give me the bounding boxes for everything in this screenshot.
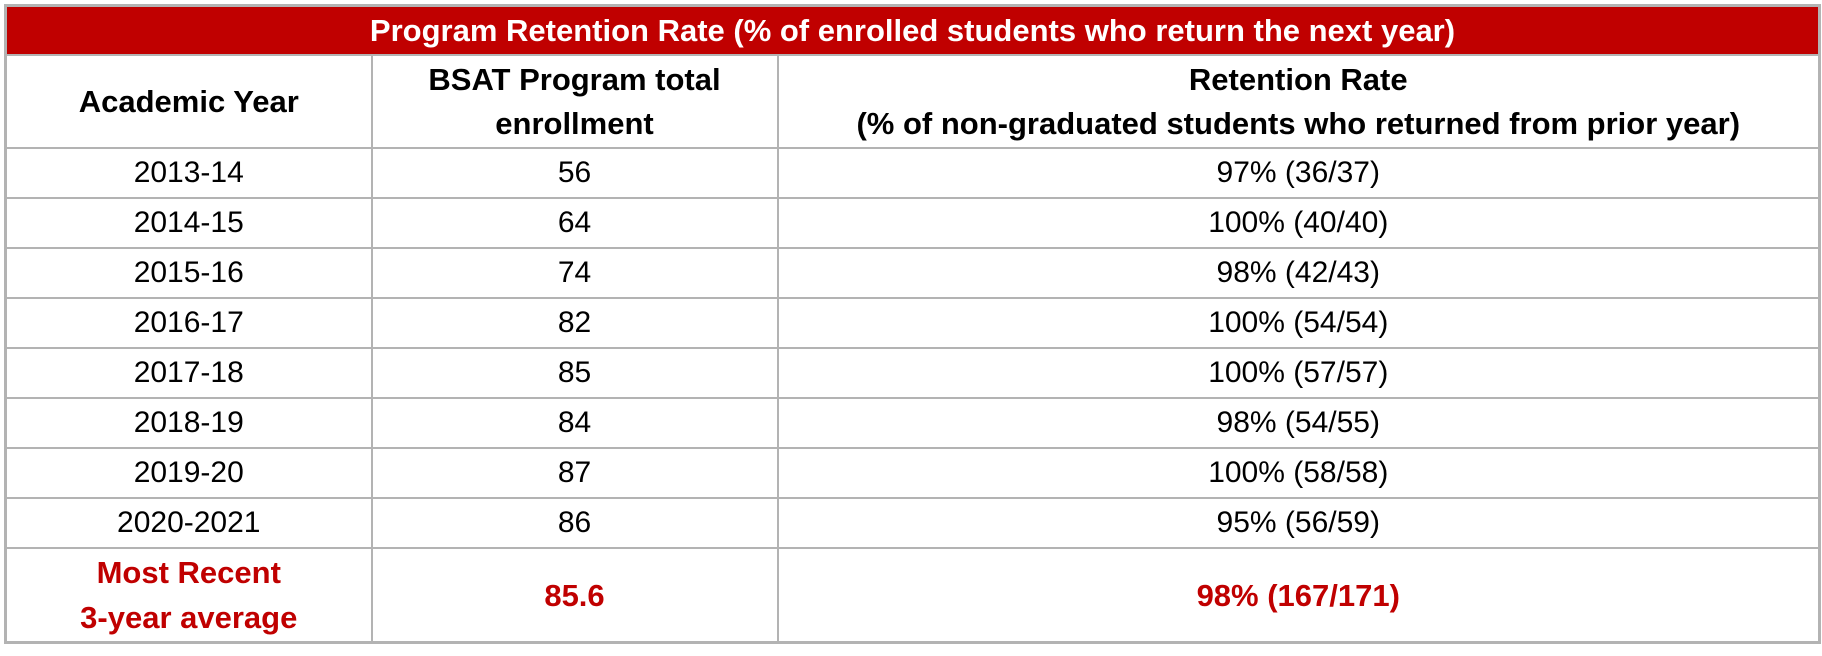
average-row: Most Recent 3-year average 85.6 98% (167… (4, 547, 1821, 644)
header-academic-year: Academic Year (4, 54, 373, 149)
header-retention-line2: (% of non-graduated students who returne… (856, 105, 1741, 141)
table-row: 2014-15 64 100% (40/40) (4, 197, 1821, 249)
cell-year: 2018-19 (4, 397, 373, 449)
retention-table: Program Retention Rate (% of enrolled st… (4, 4, 1821, 644)
header-enrollment: BSAT Program total enrollment (370, 54, 779, 149)
cell-enrollment: 85 (370, 347, 779, 399)
cell-year: 2013-14 (4, 147, 373, 199)
cell-enrollment: 74 (370, 247, 779, 299)
table-row: 2020-2021 86 95% (56/59) (4, 497, 1821, 549)
table-row: 2018-19 84 98% (54/55) (4, 397, 1821, 449)
average-label-line2: 3-year average (80, 600, 298, 635)
table-row: 2016-17 82 100% (54/54) (4, 297, 1821, 349)
cell-enrollment: 82 (370, 297, 779, 349)
cell-year: 2015-16 (4, 247, 373, 299)
retention-table-wrapper: Program Retention Rate (% of enrolled st… (4, 4, 1821, 644)
cell-retention: 98% (54/55) (776, 397, 1821, 449)
average-enrollment: 85.6 (370, 547, 779, 644)
cell-retention: 95% (56/59) (776, 497, 1821, 549)
cell-year: 2014-15 (4, 197, 373, 249)
cell-enrollment: 87 (370, 447, 779, 499)
cell-retention: 100% (57/57) (776, 347, 1821, 399)
cell-year: 2020-2021 (4, 497, 373, 549)
average-label-line1: Most Recent (96, 555, 281, 590)
average-retention: 98% (167/171) (776, 547, 1821, 644)
header-enrollment-line2: enrollment (495, 105, 654, 141)
table-row: 2015-16 74 98% (42/43) (4, 247, 1821, 299)
table-row: 2017-18 85 100% (57/57) (4, 347, 1821, 399)
header-row: Academic Year BSAT Program total enrollm… (4, 54, 1821, 149)
header-enrollment-line1: BSAT Program total (428, 61, 721, 97)
cell-retention: 100% (40/40) (776, 197, 1821, 249)
cell-year: 2016-17 (4, 297, 373, 349)
table-row: 2013-14 56 97% (36/37) (4, 147, 1821, 199)
header-retention-rate: Retention Rate (% of non-graduated stude… (776, 54, 1821, 149)
header-retention-line1: Retention Rate (1188, 61, 1408, 97)
cell-year: 2019-20 (4, 447, 373, 499)
table-title: Program Retention Rate (% of enrolled st… (4, 4, 1821, 56)
cell-enrollment: 64 (370, 197, 779, 249)
average-label: Most Recent 3-year average (4, 547, 373, 644)
cell-retention: 97% (36/37) (776, 147, 1821, 199)
cell-year: 2017-18 (4, 347, 373, 399)
cell-enrollment: 84 (370, 397, 779, 449)
cell-retention: 100% (54/54) (776, 297, 1821, 349)
cell-enrollment: 56 (370, 147, 779, 199)
cell-retention: 98% (42/43) (776, 247, 1821, 299)
table-row: 2019-20 87 100% (58/58) (4, 447, 1821, 499)
cell-retention: 100% (58/58) (776, 447, 1821, 499)
cell-enrollment: 86 (370, 497, 779, 549)
